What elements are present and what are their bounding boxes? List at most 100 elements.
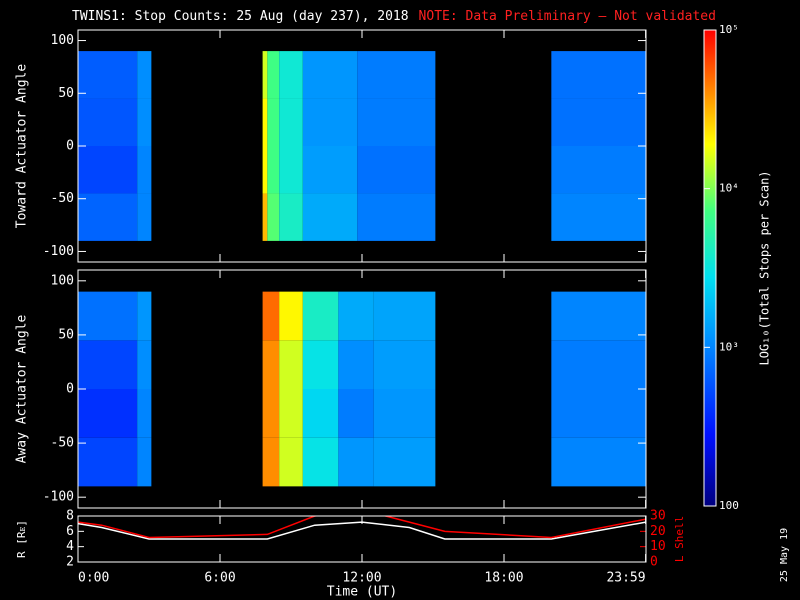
y2-tick-label: 0 bbox=[650, 555, 658, 570]
heatmap-cell bbox=[137, 193, 152, 241]
heatmap-cell bbox=[302, 340, 339, 389]
heatmap-cell bbox=[262, 437, 280, 487]
y-tick-label: -50 bbox=[51, 191, 74, 206]
heatmap-cell bbox=[267, 98, 280, 146]
stamp: 25 May 19 bbox=[779, 528, 790, 582]
y-tick-label: -100 bbox=[43, 490, 74, 505]
heatmap-cell bbox=[78, 340, 138, 389]
heatmap-cell bbox=[373, 389, 436, 438]
heatmap-cell bbox=[78, 291, 138, 341]
heatmap-cell bbox=[78, 389, 138, 438]
y-tick-label: 100 bbox=[51, 33, 74, 48]
heatmap-cell bbox=[302, 193, 358, 241]
heatmap-cell bbox=[302, 291, 339, 341]
y2-axis-label: L Shell bbox=[673, 516, 686, 562]
x-tick-label: 18:00 bbox=[484, 571, 523, 586]
heatmap-cell bbox=[338, 340, 374, 389]
title: TWINS1: Stop Counts: 25 Aug (day 237), 2… bbox=[72, 9, 409, 24]
x-tick-label: 6:00 bbox=[204, 571, 235, 586]
heatmap-cell bbox=[137, 98, 152, 146]
colorbar bbox=[703, 29, 717, 507]
heatmap-cell bbox=[551, 389, 646, 438]
heatmap-cell bbox=[551, 51, 646, 99]
heatmap-cell bbox=[267, 193, 280, 241]
x-axis-label: Time (UT) bbox=[327, 585, 397, 600]
heatmap-cell bbox=[78, 437, 138, 487]
heatmap-cell bbox=[302, 98, 358, 146]
heatmap-cell bbox=[279, 51, 303, 99]
y-tick-label: 50 bbox=[58, 327, 74, 342]
heatmap-cell bbox=[78, 193, 138, 241]
heatmap-cell bbox=[373, 340, 436, 389]
colorbar-tick-label: 10⁴ bbox=[719, 182, 739, 195]
heatmap-cell bbox=[551, 340, 646, 389]
y-tick-label: 50 bbox=[58, 86, 74, 101]
heatmap-cell bbox=[78, 51, 138, 99]
x-tick-label: 12:00 bbox=[342, 571, 381, 586]
heatmap-cell bbox=[262, 146, 268, 194]
y-tick-label: 100 bbox=[51, 273, 74, 288]
heatmap-cell bbox=[302, 389, 339, 438]
note: NOTE: Data Preliminary – Not validated bbox=[419, 9, 716, 24]
y2-tick-label: 30 bbox=[650, 509, 666, 524]
y-tick-label: 6 bbox=[66, 524, 74, 539]
colorbar-tick-label: 100 bbox=[719, 499, 739, 512]
heatmap-cell bbox=[338, 389, 374, 438]
y-tick-label: -100 bbox=[43, 244, 74, 259]
heatmap-cell bbox=[551, 437, 646, 487]
heatmap-cell bbox=[262, 193, 268, 241]
heatmap-cell bbox=[262, 98, 268, 146]
heatmap-cell bbox=[373, 291, 436, 341]
heatmap-cell bbox=[302, 146, 358, 194]
chart-title: TWINS1: Stop Counts: 25 Aug (day 237), 2… bbox=[72, 9, 716, 24]
colorbar-tick-label: 10³ bbox=[719, 340, 739, 353]
heatmap-cell bbox=[279, 437, 303, 487]
y-axis-label: R [Rᴇ] bbox=[15, 520, 28, 558]
heatmap-cell bbox=[551, 98, 646, 146]
heatmap-cell bbox=[78, 146, 138, 194]
heatmap-cell bbox=[137, 146, 152, 194]
heatmap-cell bbox=[262, 51, 268, 99]
heatmap-cell bbox=[551, 146, 646, 194]
colorbar-tick-label: 10⁵ bbox=[719, 23, 739, 36]
heatmap-cell bbox=[262, 340, 280, 389]
data-line bbox=[78, 521, 646, 540]
heatmap-cell bbox=[357, 98, 436, 146]
heatmap-cell bbox=[338, 291, 374, 341]
heatmap-cell bbox=[357, 146, 436, 194]
heatmap-cell bbox=[262, 389, 280, 438]
heatmap-cell bbox=[279, 146, 303, 194]
heatmap-cell bbox=[137, 389, 152, 438]
y-tick-label: 2 bbox=[66, 555, 74, 570]
y-tick-label: 8 bbox=[66, 509, 74, 524]
heatmap-cell bbox=[357, 51, 436, 99]
heatmap-cell bbox=[302, 437, 339, 487]
y-tick-label: 4 bbox=[66, 539, 74, 554]
y-tick-label: 0 bbox=[66, 139, 74, 154]
x-tick-label: 0:00 bbox=[78, 571, 109, 586]
heatmap-cell bbox=[279, 193, 303, 241]
y-axis-label: Away Actuator Angle bbox=[15, 314, 30, 463]
heatmap-cell bbox=[137, 340, 152, 389]
heatmap-cell bbox=[262, 291, 280, 341]
data-line bbox=[78, 516, 646, 539]
heatmap-cell bbox=[373, 437, 436, 487]
x-tick-label: 23:59 bbox=[606, 571, 645, 586]
heatmap-cell bbox=[267, 51, 280, 99]
heatmap-cell bbox=[137, 437, 152, 487]
heatmap-cell bbox=[357, 193, 436, 241]
y-tick-label: -50 bbox=[51, 436, 74, 451]
heatmap-cell bbox=[137, 291, 152, 341]
heatmap-cell bbox=[551, 193, 646, 241]
line-plot bbox=[78, 516, 646, 540]
heatmap-cell bbox=[279, 389, 303, 438]
y-tick-label: 0 bbox=[66, 382, 74, 397]
heatmap-cell bbox=[137, 51, 152, 99]
heatmap-cell bbox=[78, 98, 138, 146]
y2-tick-label: 10 bbox=[650, 539, 666, 554]
heatmap-cell bbox=[267, 146, 280, 194]
heatmap-cell bbox=[279, 98, 303, 146]
y2-tick-label: 20 bbox=[650, 524, 666, 539]
heatmap-cell bbox=[338, 437, 374, 487]
